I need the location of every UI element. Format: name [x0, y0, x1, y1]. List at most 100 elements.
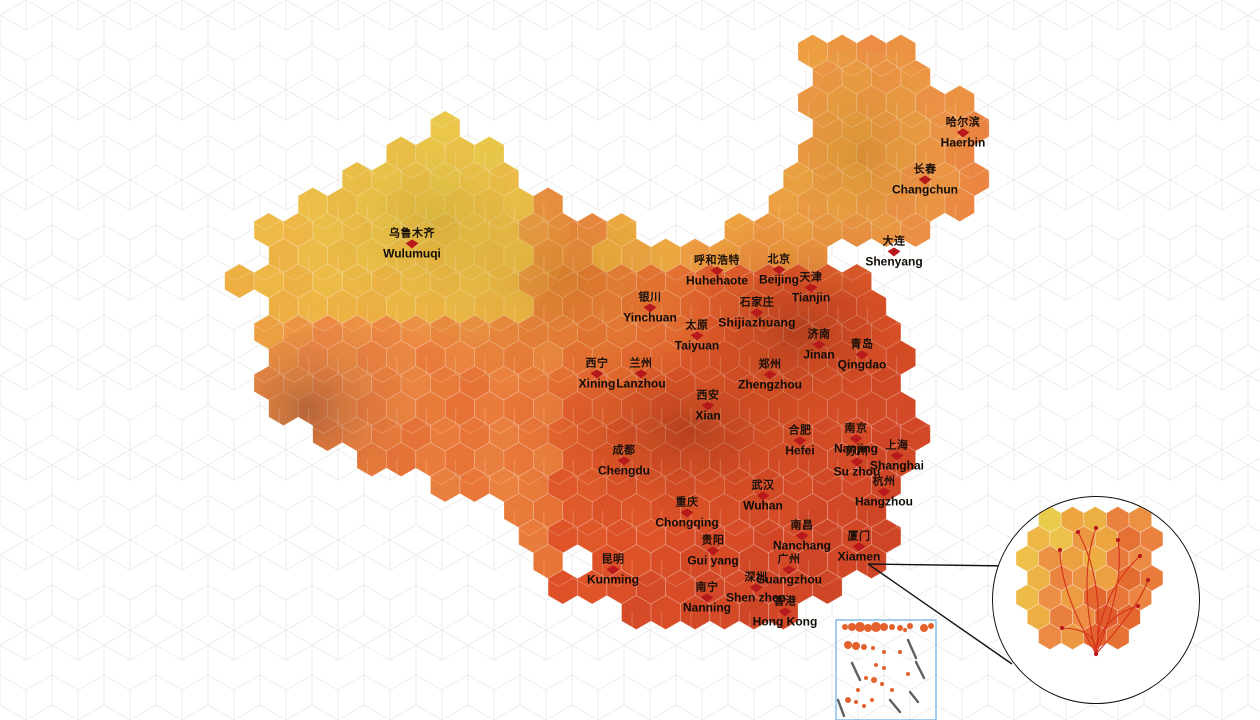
magnifier-callout	[867, 496, 1200, 704]
city-label-cn: 重庆	[675, 496, 699, 509]
city-label-pinyin: Yinchuan	[623, 310, 677, 325]
flow-lines	[1059, 527, 1149, 655]
city-label-cn: 广州	[777, 553, 801, 566]
diamond-marker-icon	[680, 508, 694, 518]
sea-island-dot	[844, 641, 852, 649]
city-label-pinyin: Changchun	[892, 182, 958, 197]
magnifier-city-dot	[1137, 553, 1143, 559]
city-marker-zhengzhou[interactable]: 郑州 Zhengzhou	[738, 359, 802, 391]
city-label-pinyin: Gui yang	[687, 553, 739, 568]
city-label-pinyin: Shanghai	[869, 458, 925, 473]
diamond-marker-icon	[890, 451, 904, 461]
diamond-marker-icon	[634, 369, 648, 379]
city-marker-nanning[interactable]: 南宁 Nanning	[683, 582, 731, 614]
city-label-pinyin: Lanzhou	[616, 376, 666, 391]
city-marker-hefei[interactable]: 合肥 Hefei	[785, 425, 814, 457]
sea-boundary-dash	[906, 638, 918, 660]
city-marker-lanzhou[interactable]: 兰州 Lanzhou	[616, 358, 666, 391]
city-marker-changchun[interactable]: 长春 Changchun	[892, 164, 958, 197]
sea-boundary-dash	[888, 698, 902, 714]
sea-island-dot	[871, 622, 881, 632]
city-label-cn: 南京	[844, 422, 868, 435]
city-marker-shijiazhuang[interactable]: 石家庄 Shijiazhuang	[718, 296, 796, 329]
city-label-cn: 南昌	[790, 519, 814, 532]
diamond-marker-icon	[855, 350, 869, 360]
city-marker-wuhan[interactable]: 武汉 Wuhan	[743, 480, 783, 512]
diamond-marker-icon	[782, 565, 796, 575]
city-marker-guangzhou[interactable]: 广州 Guangzhou	[756, 553, 822, 587]
city-marker-chengdu[interactable]: 成都 Chengdu	[598, 445, 650, 478]
city-marker-shanghai[interactable]: 上海 Shanghai	[869, 440, 925, 473]
city-label-pinyin: Kunming	[587, 572, 639, 587]
flow-line	[1095, 539, 1120, 655]
sea-island-dot	[897, 625, 903, 631]
diamond-marker-icon	[793, 436, 807, 446]
city-marker-nanjing[interactable]: 南京 Nanjing	[834, 422, 878, 455]
south-china-sea-inset	[835, 619, 937, 720]
city-marker-nanchang[interactable]: 南昌 Nanchang	[772, 519, 832, 553]
sea-island-dot	[920, 624, 928, 632]
sea-island-dot	[856, 688, 860, 692]
city-marker-beijing[interactable]: 北京 Beijing	[759, 253, 799, 286]
sea-island-dot	[880, 682, 884, 686]
sea-island-dot	[871, 677, 877, 683]
diamond-marker-icon	[590, 369, 604, 379]
city-marker-shen-zhen[interactable]: 深圳 Shen zhen	[726, 572, 786, 604]
city-marker-xiamen[interactable]: 厦门 Xiamen	[838, 531, 881, 563]
diamond-marker-icon	[850, 457, 864, 467]
city-marker-chongqing[interactable]: 重庆 Chongqing	[655, 496, 719, 530]
city-label-pinyin: Chongqing	[655, 515, 719, 530]
city-label-cn: 哈尔滨	[945, 116, 981, 129]
city-label-cn: 昆明	[601, 553, 625, 566]
city-label-pinyin: Jinan	[803, 347, 835, 362]
city-label-cn: 石家庄	[739, 296, 775, 309]
city-marker-hangzhou[interactable]: 杭州 Hangzhou	[855, 476, 913, 509]
city-label-pinyin: Nanchang	[772, 538, 832, 553]
city-marker-qingdao[interactable]: 青岛 Qingdao	[838, 338, 887, 371]
city-marker-jinan[interactable]: 济南 Jinan	[803, 329, 835, 362]
sea-island-dot	[864, 624, 872, 632]
sea-island-dot	[928, 623, 934, 629]
city-marker-shenyang[interactable]: 大连 Shenyang	[865, 236, 922, 268]
city-marker-yinchuan[interactable]: 银川 Yinchuan	[623, 292, 677, 325]
city-label-cn: 北京	[767, 253, 791, 266]
sea-island-dot	[848, 623, 856, 631]
city-marker-tianjin[interactable]: 天津 Tianjin	[792, 272, 830, 304]
magnifier-city-dot	[1059, 625, 1065, 631]
city-marker-xining[interactable]: 西宁 Xining	[578, 358, 616, 391]
flow-line	[1061, 627, 1097, 655]
sea-island-dot	[880, 623, 888, 631]
diamond-marker-icon	[606, 565, 620, 575]
magnifier-city-dots	[1057, 525, 1151, 657]
city-marker-huhehaote[interactable]: 呼和浩特 Huhehaote	[686, 255, 748, 287]
city-label-pinyin: Guangzhou	[756, 572, 822, 587]
city-marker-hong-kong[interactable]: 香港 Hong Kong	[752, 596, 818, 629]
city-marker-haerbin[interactable]: 哈尔滨 Haerbin	[941, 116, 986, 149]
city-label-pinyin: Hong Kong	[752, 614, 818, 629]
city-marker-xian[interactable]: 西安 Xian	[695, 389, 721, 423]
sea-island-dot	[855, 622, 865, 632]
diamond-marker-icon	[772, 265, 786, 275]
city-label-pinyin: Hangzhou	[855, 494, 913, 509]
city-label-cn: 西安	[696, 389, 720, 402]
city-label-pinyin: Chengdu	[598, 463, 650, 478]
diamond-marker-icon	[804, 283, 818, 293]
diamond-marker-icon	[778, 607, 792, 617]
city-label-pinyin: Xining	[578, 376, 616, 391]
city-marker-taiyuan[interactable]: 太原 Taiyuan	[675, 320, 719, 352]
diamond-marker-icon	[643, 303, 657, 313]
city-label-cn: 青岛	[850, 338, 874, 351]
city-marker-su-zhou[interactable]: 苏州 Su zhou	[834, 446, 881, 478]
diamond-marker-icon	[710, 266, 724, 276]
city-label-pinyin: Xian	[695, 408, 721, 423]
flow-line	[1095, 605, 1139, 655]
diamond-marker-icon	[700, 593, 714, 603]
magnifier-city-dot	[1145, 577, 1151, 583]
city-marker-kunming[interactable]: 昆明 Kunming	[587, 553, 639, 587]
city-marker-gui-yang[interactable]: 贵阳 Gui yang	[687, 535, 739, 568]
city-marker-wulumuqi[interactable]: 乌鲁木齐 Wulumuqi	[383, 228, 441, 260]
diamond-marker-icon	[795, 531, 809, 541]
diamond-marker-icon	[690, 331, 704, 341]
